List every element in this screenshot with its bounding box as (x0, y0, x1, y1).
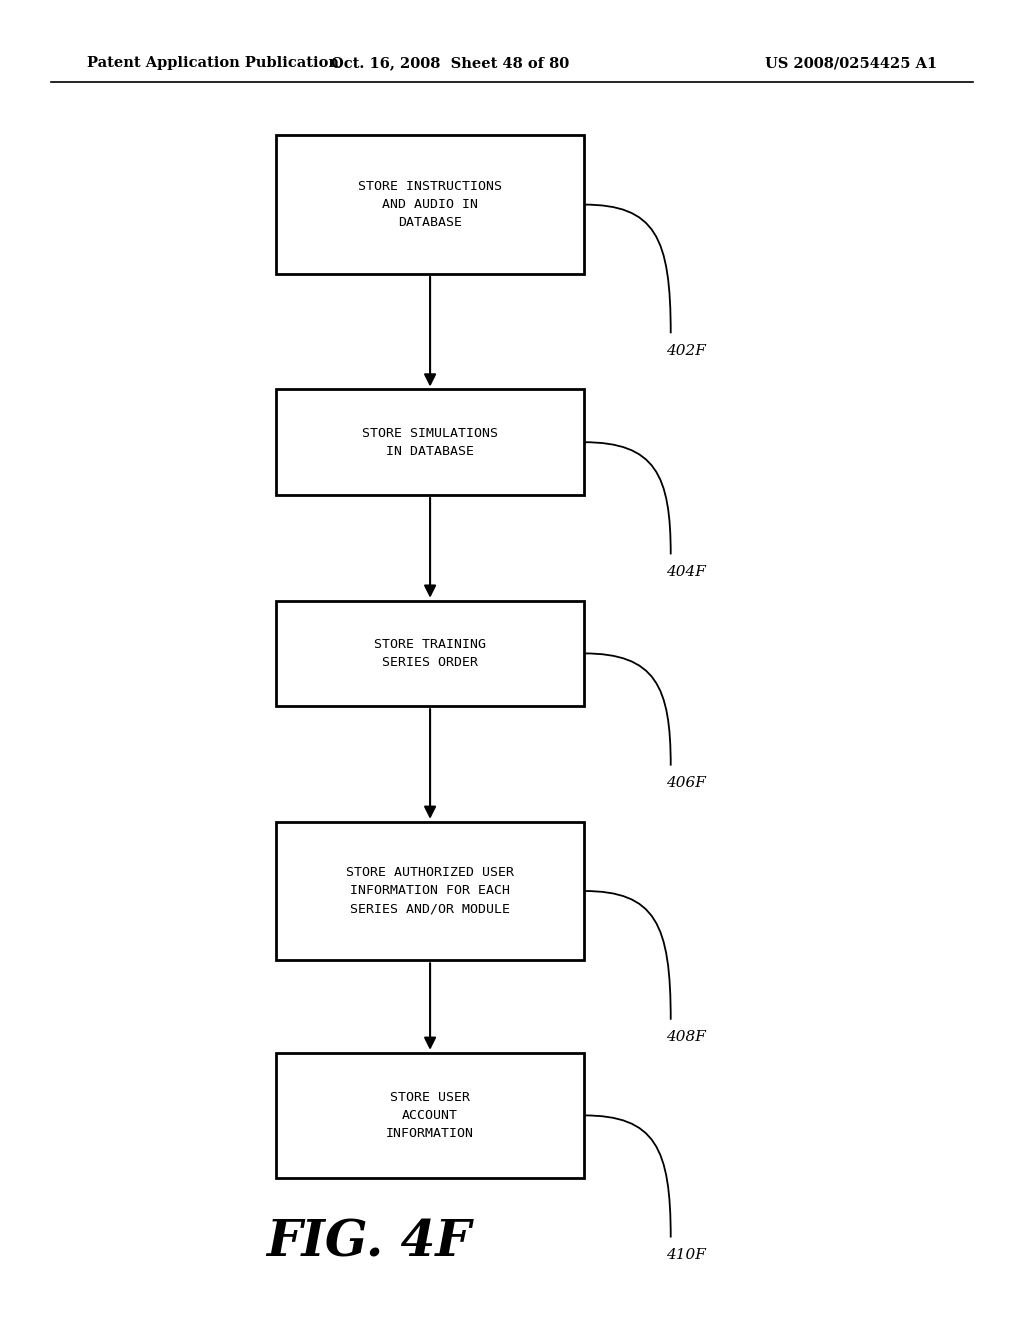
Bar (276, 601, 584, 706)
Text: 404F: 404F (666, 565, 706, 579)
Bar (276, 821, 584, 961)
Text: 402F: 402F (666, 345, 706, 358)
Bar (276, 389, 584, 495)
Text: 410F: 410F (666, 1249, 706, 1262)
Bar (276, 136, 584, 275)
Text: STORE INSTRUCTIONS
AND AUDIO IN
DATABASE: STORE INSTRUCTIONS AND AUDIO IN DATABASE (358, 180, 502, 230)
Bar (276, 1053, 584, 1177)
Text: STORE TRAINING
SERIES ORDER: STORE TRAINING SERIES ORDER (374, 638, 486, 669)
Text: Oct. 16, 2008  Sheet 48 of 80: Oct. 16, 2008 Sheet 48 of 80 (332, 57, 569, 70)
Text: STORE SIMULATIONS
IN DATABASE: STORE SIMULATIONS IN DATABASE (362, 426, 498, 458)
Text: FIG. 4F: FIG. 4F (266, 1218, 471, 1269)
Text: US 2008/0254425 A1: US 2008/0254425 A1 (765, 57, 937, 70)
Text: 406F: 406F (666, 776, 706, 791)
Text: Patent Application Publication: Patent Application Publication (87, 57, 339, 70)
Text: STORE USER
ACCOUNT
INFORMATION: STORE USER ACCOUNT INFORMATION (386, 1090, 474, 1140)
Text: STORE AUTHORIZED USER
INFORMATION FOR EACH
SERIES AND/OR MODULE: STORE AUTHORIZED USER INFORMATION FOR EA… (346, 866, 514, 916)
Text: 408F: 408F (666, 1030, 706, 1044)
